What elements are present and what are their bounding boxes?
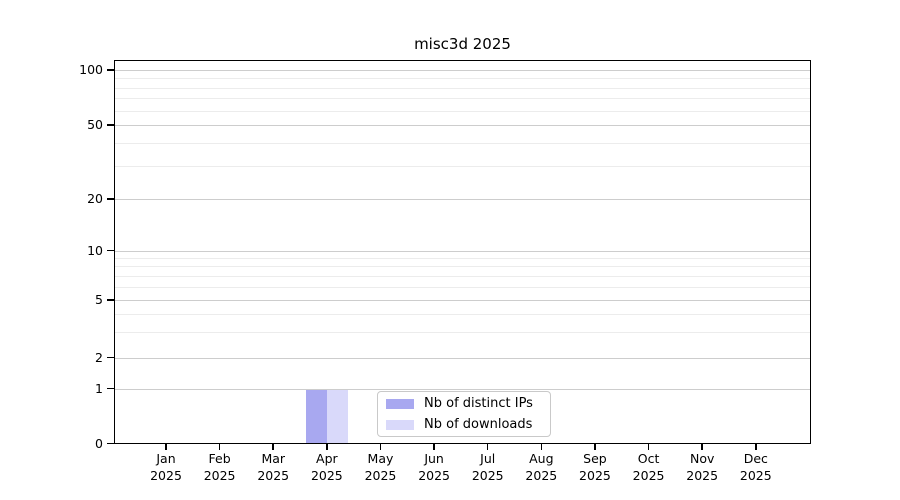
bar-distinct-ips (305, 388, 327, 444)
x-tick-mark (755, 443, 757, 450)
gridline-major (114, 250, 810, 252)
x-tick-year: 2025 (579, 467, 611, 483)
x-tick-year: 2025 (471, 467, 504, 483)
x-tick-year: 2025 (310, 467, 343, 483)
x-tick-month: Sep (583, 451, 607, 466)
x-tick-month: Feb (208, 451, 231, 466)
x-tick-label: Jun 2025 (402, 451, 466, 484)
y-tick-mark (107, 356, 114, 359)
x-tick-mark (218, 443, 221, 450)
x-tick-label: May 2025 (348, 451, 412, 484)
gridline-minor (114, 78, 810, 80)
x-tick-mark (272, 443, 274, 450)
gridline-major (114, 70, 810, 71)
x-tick-label: Dec 2025 (724, 451, 788, 484)
chart-title: misc3d 2025 (414, 35, 511, 53)
x-tick-label: Oct 2025 (617, 451, 681, 484)
gridline-minor (114, 166, 810, 168)
legend: Nb of distinct IPs Nb of downloads (377, 391, 551, 437)
gridline-major (114, 300, 810, 301)
x-tick-mark (647, 443, 650, 450)
x-tick-mark (701, 443, 703, 450)
x-tick-month: Dec (743, 451, 768, 466)
x-tick-year: 2025 (525, 467, 558, 483)
x-tick-year: 2025 (364, 467, 397, 483)
x-tick-year: 2025 (632, 467, 665, 483)
x-tick-mark (165, 443, 167, 450)
x-tick-label: Mar 2025 (241, 451, 305, 484)
bar-downloads (326, 388, 348, 444)
x-tick-year: 2025 (203, 467, 236, 483)
gridline-minor (114, 286, 810, 288)
legend-swatch-icon (386, 398, 414, 409)
y-tick-label: 1 (95, 380, 103, 396)
x-tick-month: Mar (261, 451, 286, 466)
x-tick-mark (326, 443, 328, 450)
y-tick-label: 2 (95, 349, 103, 365)
x-tick-label: Apr 2025 (295, 451, 359, 484)
gridline-minor (114, 258, 810, 260)
x-tick-mark (594, 443, 596, 450)
x-tick-year: 2025 (257, 467, 290, 483)
x-tick-month: Oct (637, 451, 660, 466)
gridline-minor (114, 98, 810, 100)
y-tick-mark (107, 249, 114, 252)
y-tick-label: 20 (87, 191, 103, 206)
gridline-minor (114, 143, 810, 145)
y-tick-mark (107, 124, 114, 126)
x-tick-mark (540, 443, 543, 450)
gridline-major (114, 199, 810, 200)
y-tick-mark (107, 69, 114, 71)
y-tick-label: 0 (95, 435, 103, 451)
x-tick-label: Jan 2025 (134, 451, 198, 484)
x-tick-month: Jul (480, 451, 496, 466)
gridline-minor (114, 110, 810, 112)
plot-area (114, 60, 811, 444)
x-tick-month: May (367, 451, 394, 466)
y-tick-label: 10 (87, 242, 103, 258)
x-tick-label: Jul 2025 (456, 451, 520, 484)
gridline-minor (114, 314, 810, 315)
x-tick-year: 2025 (150, 467, 182, 483)
y-tick-label: 100 (79, 62, 103, 77)
legend-swatch-icon (386, 419, 414, 430)
x-tick-mark (433, 443, 435, 450)
gridline-major (114, 388, 810, 390)
x-tick-mark (486, 443, 489, 450)
x-tick-month: Jun (424, 451, 444, 466)
x-tick-mark (379, 443, 382, 450)
x-tick-month: Jan (156, 451, 176, 466)
gridline-minor (114, 332, 810, 334)
gridline-minor (114, 266, 810, 268)
x-tick-month: Apr (316, 451, 338, 466)
x-tick-year: 2025 (686, 467, 719, 483)
x-tick-month: Aug (529, 451, 554, 466)
x-tick-label: Aug 2025 (509, 451, 573, 484)
y-tick-label: 50 (87, 117, 103, 132)
gridline-minor (114, 275, 810, 277)
gridline-major (114, 357, 810, 359)
y-tick-mark (107, 198, 114, 200)
gridline-minor (114, 87, 810, 89)
x-tick-label: Nov 2025 (670, 451, 734, 484)
gridline-major (114, 125, 810, 126)
y-tick-mark (107, 387, 114, 390)
legend-item: Nb of downloads (386, 416, 542, 434)
x-tick-label: Sep 2025 (563, 451, 627, 484)
y-tick-label: 5 (95, 292, 103, 307)
x-tick-year: 2025 (739, 467, 772, 483)
y-tick-mark (107, 442, 114, 445)
legend-label: Nb of distinct IPs (424, 395, 533, 411)
y-tick-mark (107, 299, 114, 301)
legend-item: Nb of distinct IPs (386, 395, 542, 413)
legend-label: Nb of downloads (424, 416, 533, 432)
x-tick-label: Feb 2025 (188, 451, 252, 484)
x-tick-month: Nov (689, 451, 715, 466)
x-tick-year: 2025 (418, 467, 450, 483)
